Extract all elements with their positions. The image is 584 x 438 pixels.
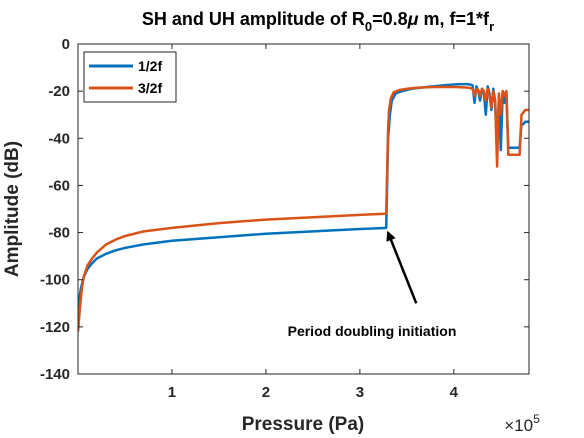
series-layer — [78, 82, 529, 332]
y-tick-label: -20 — [48, 83, 70, 100]
y-tick-label: -100 — [40, 272, 70, 289]
legend-label-3-2f: 3/2f — [138, 80, 162, 96]
y-tick-label: 0 — [62, 36, 70, 53]
chart-title: SH and UH amplitude of R0=0.8μ m, f=1*fr — [142, 9, 494, 34]
y-tick-label: -60 — [48, 177, 70, 194]
series-line-3-2f — [78, 85, 529, 332]
legend-label-1-2f: 1/2f — [138, 58, 162, 74]
y-tick-label: -80 — [48, 225, 70, 242]
x-tick-label: 3 — [356, 384, 364, 401]
x-axis-multiplier: ×105 — [504, 412, 540, 435]
x-axis-label: Pressure (Pa) — [242, 414, 365, 435]
y-tick-label: -120 — [40, 319, 70, 336]
x-tick-label: 2 — [262, 384, 270, 401]
x-tick-label: 4 — [450, 384, 459, 401]
annotation-arrow — [386, 230, 418, 304]
legend-box — [83, 51, 177, 103]
x-tick-label: 1 — [168, 384, 176, 401]
legend: 1/2f 3/2f — [83, 51, 177, 103]
annotation-text: Period doubling initiation — [288, 323, 457, 339]
axes-box — [77, 43, 530, 375]
y-axis-label: Amplitude (dB) — [2, 141, 23, 277]
y-tick-label: -140 — [40, 366, 70, 383]
ticks-layer: 1 2 3 4 0 -20 -40 -60 -80 -100 -120 -140 — [40, 36, 529, 401]
y-tick-label: -40 — [48, 130, 70, 147]
